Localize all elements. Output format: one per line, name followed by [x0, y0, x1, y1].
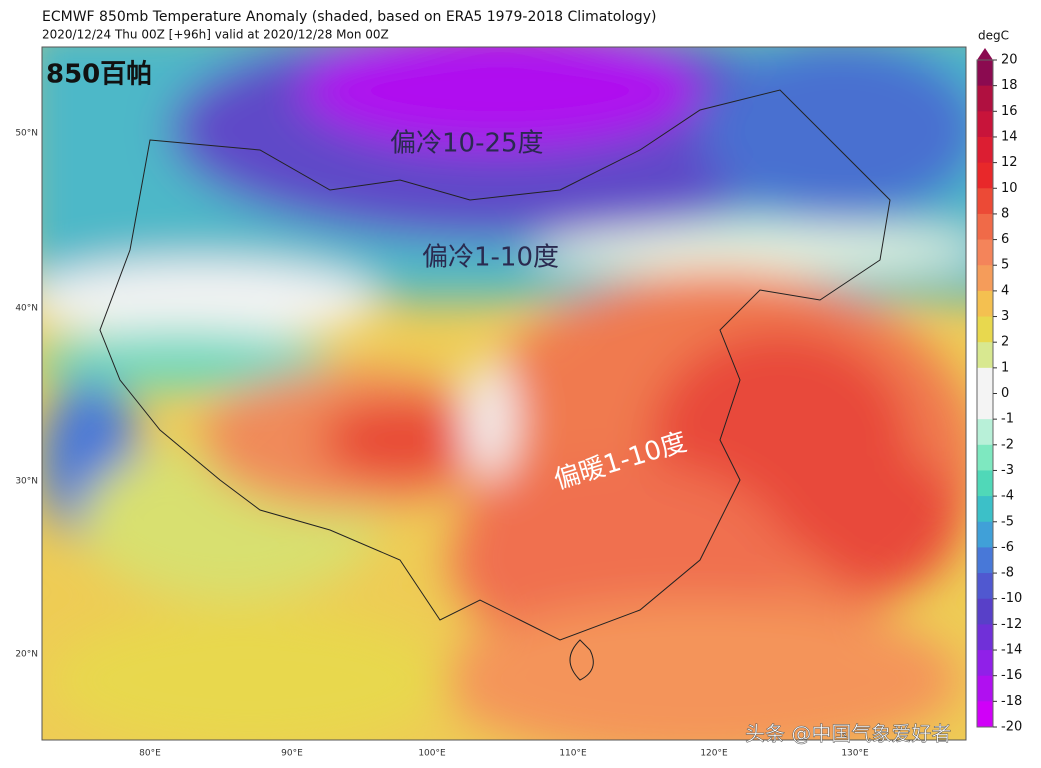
colorbar-unit: degC — [978, 29, 1009, 43]
colorbar-segment — [977, 136, 993, 164]
colorbar-tick-label: 0 — [1001, 386, 1009, 401]
colorbar-tick-label: -14 — [1001, 643, 1022, 658]
colorbar-tick-label: 10 — [1001, 181, 1018, 196]
annotation: 偏冷1-10度 — [422, 243, 559, 273]
colorbar-tick-label: 4 — [1001, 283, 1009, 298]
lat-label: 40°N — [15, 304, 38, 314]
colorbar-tick-label: -4 — [1001, 489, 1014, 504]
colorbar-segment — [977, 547, 993, 574]
colorbar-tick-label: 14 — [1001, 129, 1018, 144]
colorbar-segment — [977, 598, 993, 625]
level-label: 850百帕 — [46, 59, 152, 90]
colorbar-tick-label: -6 — [1001, 540, 1014, 555]
subtitle: 2020/12/24 Thu 00Z [+96h] valid at 2020/… — [42, 28, 389, 42]
colorbar-tick-label: -10 — [1001, 591, 1022, 606]
colorbar-tick-label: 3 — [1001, 309, 1009, 324]
colorbar-segment — [977, 675, 993, 702]
colorbar-tick-label: -5 — [1001, 514, 1014, 529]
colorbar-segment — [977, 188, 993, 215]
title: ECMWF 850mb Temperature Anomaly (shaded,… — [42, 9, 656, 25]
colorbar-segment — [977, 419, 993, 446]
colorbar-tick-label: -18 — [1001, 694, 1022, 709]
colorbar-segment — [977, 367, 993, 394]
colorbar-segment — [977, 316, 993, 343]
colorbar-tick-label: -12 — [1001, 617, 1022, 632]
colorbar-tick-label: -3 — [1001, 463, 1014, 478]
lon-label: 120°E — [700, 749, 728, 759]
lon-label: 90°E — [281, 749, 303, 759]
annotation: 偏冷10-25度 — [390, 129, 544, 159]
colorbar-tick-label: -2 — [1001, 437, 1014, 452]
colorbar-tick-label: -1 — [1001, 412, 1014, 427]
map-frame — [41, 46, 967, 741]
colorbar-segment — [977, 162, 993, 189]
colorbar-segment — [977, 496, 993, 523]
colorbar-tick-label: 16 — [1001, 104, 1018, 119]
colorbar-segment — [977, 290, 993, 318]
colorbar-tick-label: -8 — [1001, 566, 1014, 581]
colorbar-segment — [977, 701, 993, 728]
colorbar-segment — [977, 265, 993, 292]
colorbar-segment — [977, 624, 993, 651]
colorbar-segment — [977, 85, 993, 112]
colorbar-segment — [977, 213, 993, 241]
colorbar-segment — [977, 470, 993, 497]
colorbar-tick-label: 1 — [1001, 360, 1009, 375]
colorbar-segment — [977, 393, 993, 420]
lon-label: 130°E — [841, 749, 869, 759]
colorbar-tick-label: 20 — [1001, 53, 1018, 68]
lat-label: 30°N — [15, 477, 38, 487]
colorbar-segment — [977, 111, 993, 138]
colorbar-segment — [977, 444, 993, 471]
lon-label: 110°E — [559, 749, 587, 759]
colorbar-segment — [977, 239, 993, 266]
colorbar-tick-label: -20 — [1001, 720, 1022, 735]
colorbar-segment — [977, 650, 993, 677]
colorbar-tick-label: 5 — [1001, 258, 1009, 273]
colorbar-segment — [977, 573, 993, 600]
colorbar-tick-label: -16 — [1001, 668, 1022, 683]
dynamic: 50°N 40°N 30°N 20°N 80°E 90°E 100°E 110°E 120°E 1… — [15, 48, 1022, 759]
watermark: 头条 @中国气象爱好者 — [745, 722, 951, 746]
colorbar-tick-label: 6 — [1001, 232, 1009, 247]
colorbar-tick-label: 12 — [1001, 155, 1018, 170]
lon-label: 100°E — [418, 749, 446, 759]
lat-label: 50°N — [15, 129, 38, 139]
map-field — [42, 47, 966, 740]
colorbar-tick-label: 2 — [1001, 335, 1009, 350]
colorbar-tick-label: 8 — [1001, 206, 1009, 221]
colorbar-tick-label: 18 — [1001, 78, 1018, 93]
lon-label: 80°E — [139, 749, 161, 759]
colorbar-segment — [977, 342, 993, 369]
colorbar-segment — [977, 521, 993, 548]
colorbar-segment — [977, 60, 993, 87]
colorbar-arrow — [977, 48, 993, 60]
lat-label: 20°N — [15, 650, 38, 660]
